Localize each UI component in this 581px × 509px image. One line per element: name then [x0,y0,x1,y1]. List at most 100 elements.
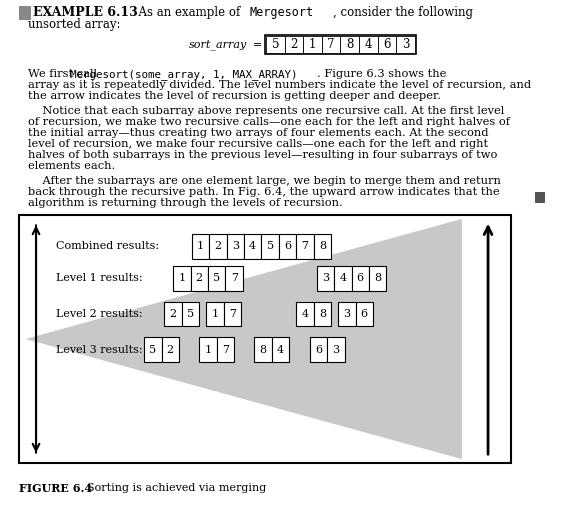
Bar [279,234,296,259]
Text: 7: 7 [302,241,309,251]
Text: algorithm is returning through the levels of recursion.: algorithm is returning through the level… [28,198,343,208]
Text: 8: 8 [319,241,326,251]
Bar [261,234,279,259]
Bar [206,302,224,326]
Text: 2: 2 [214,241,221,251]
Text: 3: 3 [232,241,239,251]
Text: 6: 6 [361,309,368,319]
Bar [535,192,545,203]
Bar [334,266,352,291]
Bar [356,302,373,326]
Text: 1: 1 [205,345,211,355]
Bar [191,266,208,291]
Text: 3: 3 [343,309,350,319]
Text: Mergesort(some_array, 1, MAX_ARRAY): Mergesort(some_array, 1, MAX_ARRAY) [70,69,297,79]
Text: Sorting is achieved via merging: Sorting is achieved via merging [80,483,266,493]
Text: 2: 2 [290,38,297,51]
Bar [173,266,191,291]
Text: 4: 4 [277,345,284,355]
Bar [378,36,396,53]
Text: =: = [253,40,262,50]
Text: 5: 5 [187,309,194,319]
Text: . Figure 6.3 shows the: . Figure 6.3 shows the [317,69,447,79]
Bar [340,36,359,53]
Bar [19,6,31,20]
Text: Notice that each subarray above represents one recursive call. At the first leve: Notice that each subarray above represen… [28,106,504,116]
Bar [352,266,369,291]
Text: unsorted array:: unsorted array: [28,18,120,31]
Text: 5: 5 [149,345,156,355]
Text: 6: 6 [383,38,390,51]
Bar [285,36,303,53]
Text: halves of both subarrays in the previous level—resulting in four subarrays of tw: halves of both subarrays in the previous… [28,150,497,160]
Text: 6: 6 [315,345,322,355]
Text: 3: 3 [332,345,339,355]
Text: Combined results:: Combined results: [56,241,159,251]
Bar [209,234,227,259]
Text: 1: 1 [309,38,316,51]
Text: 7: 7 [328,38,335,51]
Text: 8: 8 [346,38,353,51]
Bar [296,234,314,259]
Text: 8: 8 [319,309,326,319]
Text: We first call: We first call [28,69,101,79]
Bar [310,337,327,362]
Text: Level 2 results:: Level 2 results: [56,309,143,319]
Bar [192,234,209,259]
Bar [224,302,241,326]
Text: 8: 8 [260,345,267,355]
Text: 1: 1 [211,309,218,319]
Bar [327,337,345,362]
Bar [199,337,217,362]
Text: 4: 4 [249,241,256,251]
Text: Mergesort: Mergesort [250,6,314,19]
Text: 2: 2 [167,345,174,355]
Text: Level 1 results:: Level 1 results: [56,273,143,284]
Text: 5: 5 [267,241,274,251]
Bar [266,36,285,53]
Bar [314,302,331,326]
Bar [322,36,340,53]
Bar [19,215,511,463]
Text: sort_array: sort_array [189,39,247,50]
Text: After the subarrays are one element large, we begin to merge them and return: After the subarrays are one element larg… [28,176,501,186]
Bar [303,36,322,53]
Text: 4: 4 [302,309,309,319]
Bar [208,266,225,291]
Text: Level 3 results:: Level 3 results: [56,345,143,355]
Bar [314,234,331,259]
Bar [144,337,162,362]
Bar [359,36,378,53]
Polygon shape [26,219,462,459]
Text: 7: 7 [222,345,229,355]
Text: 7: 7 [229,309,236,319]
Bar [164,302,182,326]
Text: 5: 5 [213,273,220,284]
Bar [182,302,199,326]
Text: 6: 6 [284,241,291,251]
Bar [217,337,234,362]
Text: the initial array—thus creating two arrays of four elements each. At the second: the initial array—thus creating two arra… [28,128,489,138]
Text: 4: 4 [365,38,372,51]
Bar [254,337,272,362]
Text: of recursion, we make two recursive calls—one each for the left and right halves: of recursion, we make two recursive call… [28,117,510,127]
Text: 4: 4 [339,273,346,284]
Bar [225,266,243,291]
Bar [396,36,415,53]
Text: 1: 1 [197,241,204,251]
Bar [162,337,179,362]
Text: 3: 3 [402,38,409,51]
Text: 7: 7 [231,273,238,284]
Text: As an example of: As an example of [131,6,243,19]
Text: 8: 8 [374,273,381,284]
Text: elements each.: elements each. [28,161,115,171]
Bar [296,302,314,326]
Text: 2: 2 [170,309,177,319]
Bar [317,266,334,291]
Text: 2: 2 [196,273,203,284]
Bar [244,234,261,259]
Text: level of recursion, we make four recursive calls—one each for the left and right: level of recursion, we make four recursi… [28,139,488,149]
Bar [227,234,244,259]
Text: 5: 5 [272,38,279,51]
Bar [265,35,416,54]
